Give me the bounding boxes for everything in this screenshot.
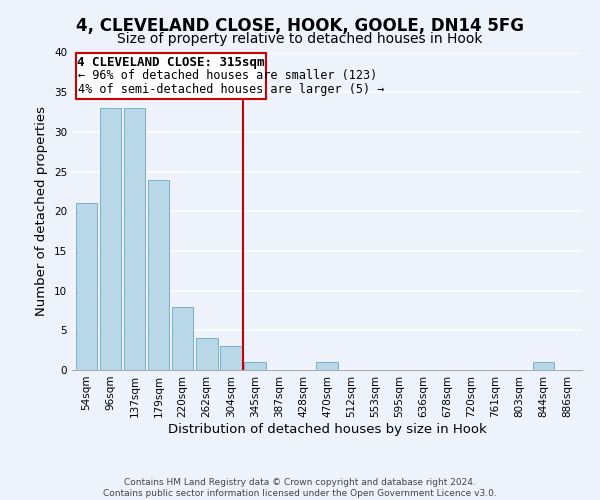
Text: ← 96% of detached houses are smaller (123): ← 96% of detached houses are smaller (12… (78, 69, 377, 82)
Bar (220, 346, 242, 370)
Bar (196, 338, 218, 370)
Bar (100, 108, 121, 370)
Text: Size of property relative to detached houses in Hook: Size of property relative to detached ho… (117, 32, 483, 46)
Bar (124, 108, 145, 370)
Text: Contains HM Land Registry data © Crown copyright and database right 2024.
Contai: Contains HM Land Registry data © Crown c… (103, 478, 497, 498)
Text: 4, CLEVELAND CLOSE, HOOK, GOOLE, DN14 5FG: 4, CLEVELAND CLOSE, HOOK, GOOLE, DN14 5F… (76, 18, 524, 36)
Bar (172, 306, 193, 370)
Y-axis label: Number of detached properties: Number of detached properties (35, 106, 49, 316)
X-axis label: Distribution of detached houses by size in Hook: Distribution of detached houses by size … (167, 422, 487, 436)
FancyBboxPatch shape (76, 52, 266, 98)
Bar (244, 362, 266, 370)
Text: 4% of semi-detached houses are larger (5) →: 4% of semi-detached houses are larger (5… (78, 82, 385, 96)
Bar (148, 180, 169, 370)
Text: 4 CLEVELAND CLOSE: 315sqm: 4 CLEVELAND CLOSE: 315sqm (77, 56, 265, 70)
Bar (316, 362, 338, 370)
Bar (76, 204, 97, 370)
Bar (533, 362, 554, 370)
